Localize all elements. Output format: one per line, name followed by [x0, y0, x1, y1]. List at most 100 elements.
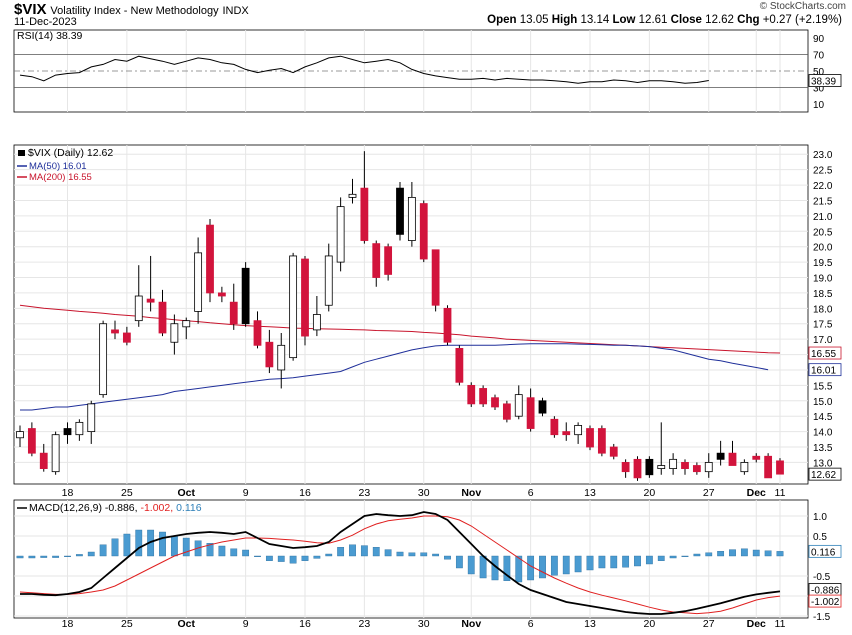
macd-hist-bar [729, 549, 736, 557]
macd-hist-bar [159, 531, 166, 557]
macd-hist-bar [289, 555, 297, 564]
candle [586, 425, 594, 451]
macd-hist-bar [598, 555, 606, 569]
high-label: High [551, 14, 578, 26]
rsi-tick-label: 90 [813, 34, 825, 45]
candle [479, 385, 488, 407]
macd-hist-bar [170, 535, 178, 557]
candle-body [479, 388, 488, 405]
x-tick-label: 18 [62, 487, 74, 499]
candle [609, 443, 618, 460]
candle [526, 388, 535, 432]
candle [265, 329, 274, 374]
macd-hist-bar [455, 555, 463, 569]
candle [538, 397, 547, 417]
macd-hist-bar [265, 555, 273, 561]
candle-body [122, 332, 131, 343]
candle-body [289, 255, 298, 359]
candle [681, 459, 689, 475]
candle-body [419, 203, 428, 260]
candle [16, 425, 24, 448]
macd-hist-bar [634, 555, 641, 567]
legend-ma50: MA(50) 16.01 [29, 161, 87, 172]
macd-hist-bar [99, 544, 107, 557]
macd-hist-bar [123, 533, 131, 557]
candle-body [194, 252, 203, 312]
macd-hist-bar [752, 549, 760, 557]
candle [657, 422, 666, 475]
candle [324, 243, 333, 312]
macd-hist-bar [467, 555, 475, 575]
macd-hist-bar [717, 551, 725, 557]
macd-hist-bar [396, 551, 404, 557]
price-tick-label: 21.0 [813, 212, 833, 223]
candle-body [372, 243, 381, 278]
exchange: INDX [222, 5, 249, 17]
rsi-legend: RSI(14) 38.39 [17, 30, 83, 42]
macd-legend-signal: -1.002, [140, 502, 176, 514]
macd-hist-bar [360, 545, 368, 557]
candle-body [562, 431, 571, 436]
candle-body [740, 462, 749, 473]
candle [277, 332, 286, 389]
macd-hist-bar [16, 555, 24, 559]
low-label: Low [612, 14, 636, 26]
x-tick-label: 23 [359, 618, 371, 630]
candle-body [182, 320, 191, 328]
candle-body [681, 462, 689, 469]
signal-price-tag-box [808, 594, 842, 608]
x-tick-label: 6 [528, 487, 534, 499]
candle [550, 416, 559, 438]
candle [289, 252, 298, 361]
macd-hist-bar [444, 555, 451, 560]
candle [467, 382, 476, 407]
candle [206, 218, 214, 303]
candle [360, 151, 369, 244]
rsi-tick-label: 30 [813, 83, 825, 94]
candle-body [134, 295, 143, 322]
x-tick-label: 9 [243, 618, 249, 630]
price-tick-label: 20.5 [813, 227, 833, 238]
close-price-tag: 12.62 [811, 470, 836, 481]
macd-legend-hist: 0.116 [176, 502, 202, 514]
candle [372, 240, 381, 287]
rsi-tick-label: 10 [813, 100, 825, 111]
candle [491, 394, 499, 411]
rsi-price-tag: 38.39 [811, 77, 836, 88]
symbol-name: Volatility Index - New Methodology [50, 5, 219, 17]
hist-price-tag-box [808, 544, 842, 558]
macd-hist-bar [539, 555, 546, 579]
price-tick-label: 18.5 [813, 289, 833, 300]
candle [574, 422, 583, 444]
candle [27, 422, 36, 457]
macd-hist-bar [75, 554, 83, 557]
candle [111, 320, 119, 340]
candle-body [776, 460, 784, 475]
candle [158, 289, 167, 337]
macd-hist-bar [182, 537, 190, 557]
price-tick-label: 20.0 [813, 243, 833, 254]
ma50-price-tag-box [808, 363, 842, 377]
price-tick-label: 14.5 [813, 412, 833, 423]
candle-body [455, 347, 464, 383]
candle-body [253, 320, 262, 346]
candle [87, 400, 96, 444]
macd-hist-bar [586, 555, 594, 571]
price-tick-label: 15.5 [813, 381, 833, 392]
macd-legend: MACD(12,26,9) -0.886, -1.002, 0.116 [29, 502, 202, 514]
candle-body [396, 187, 404, 235]
macd-hist-bar [111, 538, 119, 557]
candle [312, 296, 321, 337]
candle [146, 255, 155, 312]
candle-body [502, 403, 511, 420]
price-tick-label: 21.5 [813, 196, 833, 207]
candle-body [217, 292, 226, 297]
macd-line [20, 511, 781, 615]
macd-hist-bar [230, 548, 238, 557]
candle-body [324, 255, 333, 306]
ma50-line [20, 343, 769, 411]
candle-body [384, 246, 393, 275]
chart-date: 11-Dec-2023 [14, 16, 77, 28]
macd-hist-bar [206, 543, 214, 557]
